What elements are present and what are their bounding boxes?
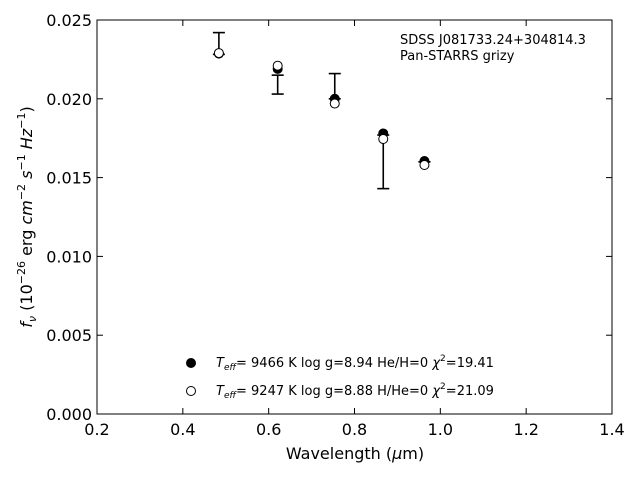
x-tick-label: 0.6 xyxy=(256,420,281,439)
y-tick-label: 0.020 xyxy=(46,90,92,109)
x-tick-label: 0.2 xyxy=(84,420,109,439)
y-tick-label: 0.025 xyxy=(46,11,92,30)
open-model-point xyxy=(272,60,283,71)
x-tick-label: 1.0 xyxy=(428,420,453,439)
x-tick-label: 0.8 xyxy=(342,420,367,439)
x-tick-label: 0.4 xyxy=(170,420,195,439)
legend-1-comp: He/H=0 xyxy=(377,356,428,371)
y-tick-label: 0.005 xyxy=(46,326,92,345)
x-axis-ticks: 0.2 0.4 0.6 0.8 1.0 1.2 1.4 xyxy=(84,20,625,439)
legend-2-logg: log g=8.88 xyxy=(301,384,373,399)
y-axis-label: fν (10−26 erg cm−2 s−1 Hz−1) xyxy=(15,106,39,327)
legend: Teff= 9466 K log g=8.94 He/H=0 χ2=19.41 … xyxy=(186,354,494,401)
y-tick-label: 0.010 xyxy=(46,247,92,266)
legend-marker-filled xyxy=(186,358,196,368)
y-tick-label: 0.015 xyxy=(46,169,92,188)
legend-marker-open xyxy=(186,386,196,396)
legend-2-chi: 21.09 xyxy=(457,384,494,399)
open-model-point xyxy=(329,98,340,109)
open-model-point xyxy=(419,159,430,170)
object-name-annotation: SDSS J081733.24+304814.3 xyxy=(400,33,586,48)
open-model-point xyxy=(213,48,224,59)
y-axis-ticks: 0.000 0.005 0.010 0.015 0.020 0.025 xyxy=(46,11,612,424)
legend-1-logg: log g=8.94 xyxy=(301,356,373,371)
legend-entry-2: Teff= 9247 K log g=8.88 H/He=0 χ2=21.09 xyxy=(216,382,494,401)
x-tick-label: 1.4 xyxy=(599,420,624,439)
observed-error-bars xyxy=(212,31,431,190)
x-tick-label: 1.2 xyxy=(513,420,538,439)
legend-2-teff: 9247 K xyxy=(251,384,297,399)
survey-annotation: Pan-STARRS grizy xyxy=(400,49,515,64)
model-points xyxy=(213,48,430,170)
legend-1-teff: 9466 K xyxy=(251,356,297,371)
x-axis-label: Wavelength (μm) xyxy=(286,444,424,463)
y-tick-label: 0.000 xyxy=(46,405,92,424)
open-model-point xyxy=(378,133,389,144)
legend-2-comp: H/He=0 xyxy=(377,384,428,399)
legend-entry-1: Teff= 9466 K log g=8.94 He/H=0 χ2=19.41 xyxy=(216,354,494,373)
plot-frame xyxy=(96,19,613,415)
legend-1-chi: 19.41 xyxy=(457,356,494,371)
